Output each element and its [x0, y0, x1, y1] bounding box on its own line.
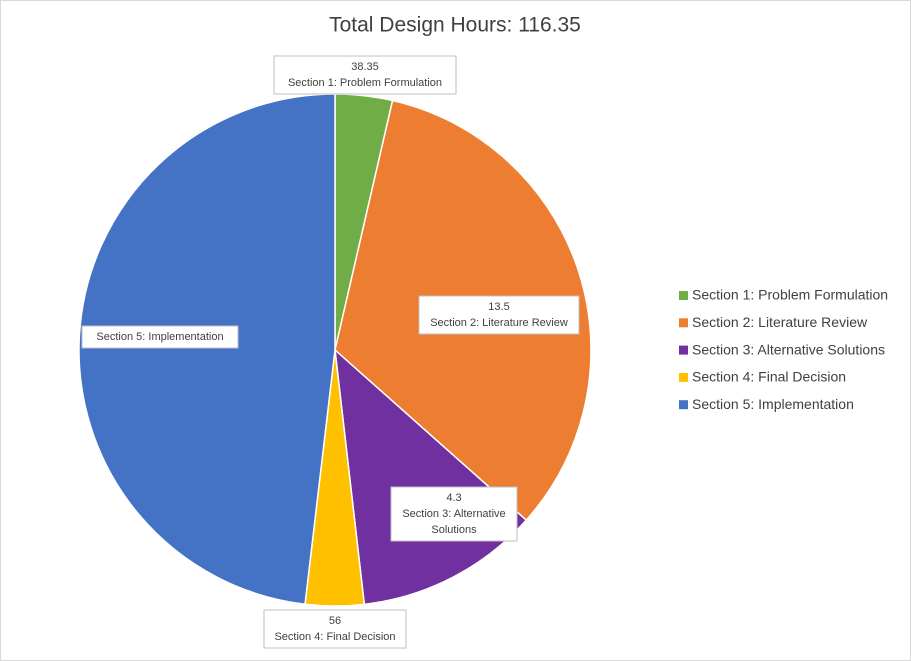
legend-swatch [679, 372, 688, 382]
data-label-category: Solutions [431, 524, 477, 536]
legend-label: Section 4: Final Decision [692, 369, 846, 385]
legend-label: Section 1: Problem Formulation [692, 287, 888, 303]
data-label-value: 56 [329, 615, 341, 627]
legend-label: Section 3: Alternative Solutions [692, 341, 885, 357]
data-label: 4.3 Section 3: Alternative Solutions [390, 486, 518, 542]
pie-slice [78, 93, 336, 606]
data-label-box [273, 55, 457, 95]
legend-swatch [679, 291, 688, 300]
data-label-category: Section 4: Final Decision [274, 631, 395, 643]
data-label: 56 Section 4: Final Decision [263, 609, 407, 649]
legend-swatch [679, 400, 688, 410]
data-label-value: 38.35 [351, 61, 379, 73]
data-label: Section 5: Implementation [81, 325, 239, 349]
data-label-category: Section 5: Implementation [96, 331, 223, 343]
data-label-box [263, 609, 407, 649]
data-label-category: Section 1: Problem Formulation [288, 77, 442, 89]
data-label-value: 4.3 [446, 492, 461, 504]
data-label: 38.35 Section 1: Problem Formulation [273, 55, 457, 95]
data-label-box [81, 325, 239, 349]
data-label-category: Section 3: Alternative [402, 508, 505, 520]
data-label-category: Section 2: Literature Review [430, 317, 568, 329]
legend-label: Section 5: Implementation [692, 396, 854, 412]
legend-swatch [679, 345, 688, 355]
data-label-box [390, 486, 518, 542]
data-label-box [418, 295, 580, 335]
chart-title: Total Design Hours: 116.35 [329, 14, 581, 37]
legend-label: Section 2: Literature Review [692, 314, 868, 330]
legend-swatch [679, 318, 688, 328]
data-label-value: 13.5 [488, 301, 509, 313]
data-label: 13.5 Section 2: Literature Review [418, 295, 580, 335]
